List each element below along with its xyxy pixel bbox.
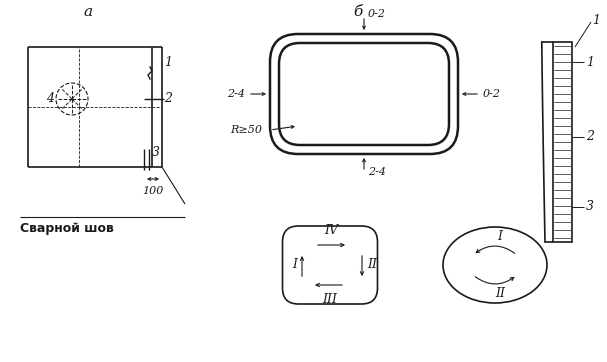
Text: 1: 1 [586,55,594,68]
Text: 4: 4 [46,93,54,105]
Text: R≥50: R≥50 [230,125,262,135]
Text: I: I [498,230,503,243]
Text: 2-4: 2-4 [227,89,245,99]
Text: IV: IV [324,224,338,237]
Text: 0-2: 0-2 [368,9,386,19]
Text: 2: 2 [164,93,172,105]
Text: 1: 1 [164,55,172,68]
Text: б: б [353,5,362,19]
Text: 2-4: 2-4 [368,167,386,177]
Text: 1: 1 [592,13,600,26]
Text: 100: 100 [142,186,164,196]
Text: I: I [292,258,297,272]
Text: II: II [367,258,377,272]
Text: Сварной шов: Сварной шов [20,222,114,235]
Text: II: II [495,287,505,300]
Text: III: III [322,293,337,306]
Text: 3: 3 [586,201,594,214]
Text: 2: 2 [586,130,594,143]
Text: 0-2: 0-2 [483,89,501,99]
Text: 3: 3 [152,146,160,159]
Text: a: a [83,5,92,19]
